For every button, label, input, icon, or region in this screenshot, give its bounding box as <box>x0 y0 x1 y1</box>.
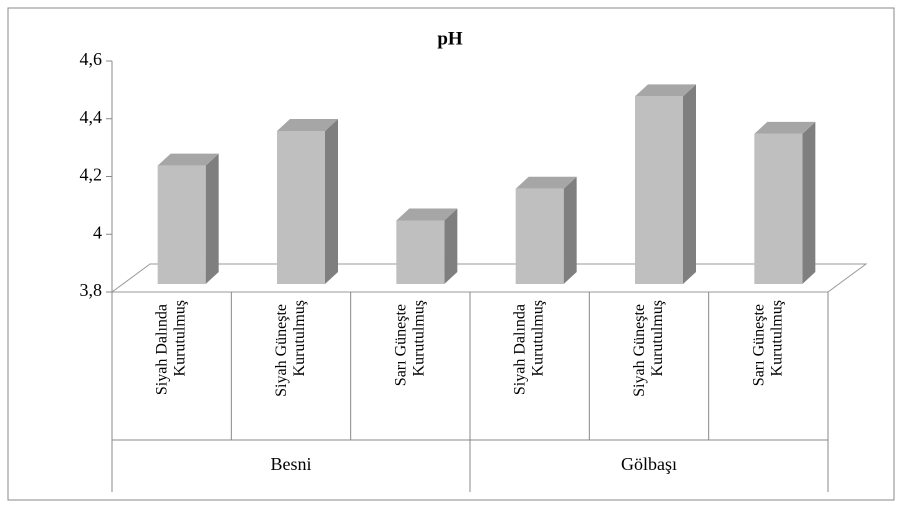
group-label: Gölbaşı <box>621 454 677 474</box>
y-tick-label: 4 <box>93 222 102 242</box>
bar <box>277 130 325 284</box>
x-tick-label: Sarı Güneşte Kurutulmuş <box>392 300 427 386</box>
chart-title: pH <box>437 28 463 49</box>
bar-side <box>683 84 696 284</box>
bar-side <box>563 176 577 284</box>
bar <box>157 165 206 284</box>
bar <box>635 96 683 284</box>
bar-side <box>802 121 816 284</box>
y-tick-label: 3,8 <box>80 280 103 300</box>
bar-top <box>515 176 577 189</box>
bar <box>396 220 445 284</box>
x-tick-label: Sarı Güneşte Kurutulmuş <box>750 300 785 386</box>
bar-side <box>444 208 458 284</box>
y-tick-label: 4,2 <box>80 165 103 185</box>
bar-top <box>157 153 219 166</box>
y-tick-label: 4,4 <box>80 107 103 127</box>
x-tick-label: Siyah Güneşte Kurutulmuş <box>273 300 308 397</box>
bar-top <box>277 118 338 131</box>
y-tick-label: 4,6 <box>80 49 103 69</box>
bar-top <box>396 208 458 221</box>
bar-top <box>754 121 816 134</box>
floor <box>110 263 868 293</box>
x-tick-label: Siyah Güneşte Kurutulmuş <box>631 300 666 397</box>
bar-side <box>205 153 219 284</box>
x-tick-label: Siyah Dalında Kurutulmuş <box>153 300 188 395</box>
bar-top <box>635 84 696 97</box>
bar <box>754 133 803 284</box>
group-label: Besni <box>270 454 311 474</box>
bar-side <box>325 118 338 285</box>
bar <box>515 188 564 284</box>
x-tick-label: Siyah Dalında Kurutulmuş <box>511 300 546 395</box>
